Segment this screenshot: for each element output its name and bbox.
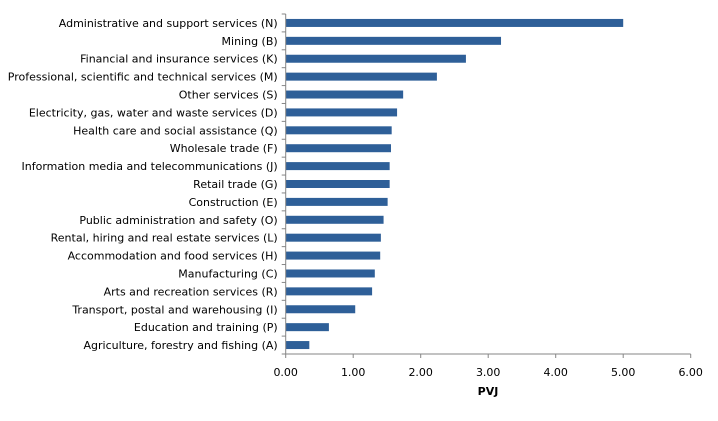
category-label: Health care and social assistance (Q): [73, 124, 278, 137]
category-label: Arts and recreation services (R): [104, 285, 278, 298]
category-labels: Administrative and support services (N) M…: [8, 17, 278, 352]
category-label: Accommodation and food services (H): [68, 250, 278, 263]
category-label: Rental, hiring and real estate services …: [51, 232, 278, 245]
bar: [285, 162, 390, 171]
category-label: Financial and insurance services (K): [80, 53, 278, 66]
category-label: Agriculture, forestry and fishing (A): [84, 339, 278, 352]
category-label: Mining (B): [222, 35, 278, 48]
x-tick-label: 4.00: [543, 366, 568, 379]
bar: [285, 341, 310, 350]
bars-group: [285, 18, 624, 350]
category-label: Public administration and safety (O): [79, 214, 277, 227]
bar: [285, 180, 390, 188]
bar: [285, 251, 381, 260]
category-label: Retail trade (G): [193, 178, 278, 191]
bar: [285, 126, 392, 135]
bar: [285, 305, 356, 314]
bar: [285, 197, 388, 206]
category-label: Manufacturing (C): [178, 267, 277, 280]
category-label: Construction (E): [189, 196, 278, 209]
x-tick-label: 3.00: [476, 366, 501, 379]
bar: [285, 269, 375, 278]
category-label: Wholesale trade (F): [170, 142, 278, 155]
x-tick-labels: 0.00 1.00 2.00 3.00 4.00 5.00 6.00: [273, 366, 703, 379]
bar: [285, 323, 329, 332]
category-label: Electricity, gas, water and waste servic…: [29, 106, 278, 119]
x-tick-label: 6.00: [678, 366, 703, 379]
bar: [285, 54, 466, 63]
bar: [285, 90, 404, 99]
category-label: Information media and telecommunications…: [22, 160, 278, 173]
x-tick-label: 5.00: [611, 366, 636, 379]
bar: [285, 233, 381, 242]
bar: [285, 36, 502, 45]
bar: [285, 144, 391, 153]
axes: [281, 13, 692, 358]
category-label: Professional, scientific and technical s…: [8, 71, 278, 84]
bar: [285, 287, 373, 296]
x-tick-label: 0.00: [273, 366, 298, 379]
bar: [285, 72, 437, 81]
x-tick-label: 2.00: [408, 366, 433, 379]
category-label: Other services (S): [179, 89, 278, 102]
category-label: Education and training (P): [134, 321, 278, 334]
x-axis-title: PVJ: [478, 385, 499, 398]
category-label: Transport, postal and warehousing (I): [71, 303, 277, 316]
bar: [285, 108, 398, 117]
x-tick-label: 1.00: [341, 366, 366, 379]
bar: [285, 18, 624, 27]
bar: [285, 215, 384, 224]
category-label: Administrative and support services (N): [59, 17, 278, 30]
